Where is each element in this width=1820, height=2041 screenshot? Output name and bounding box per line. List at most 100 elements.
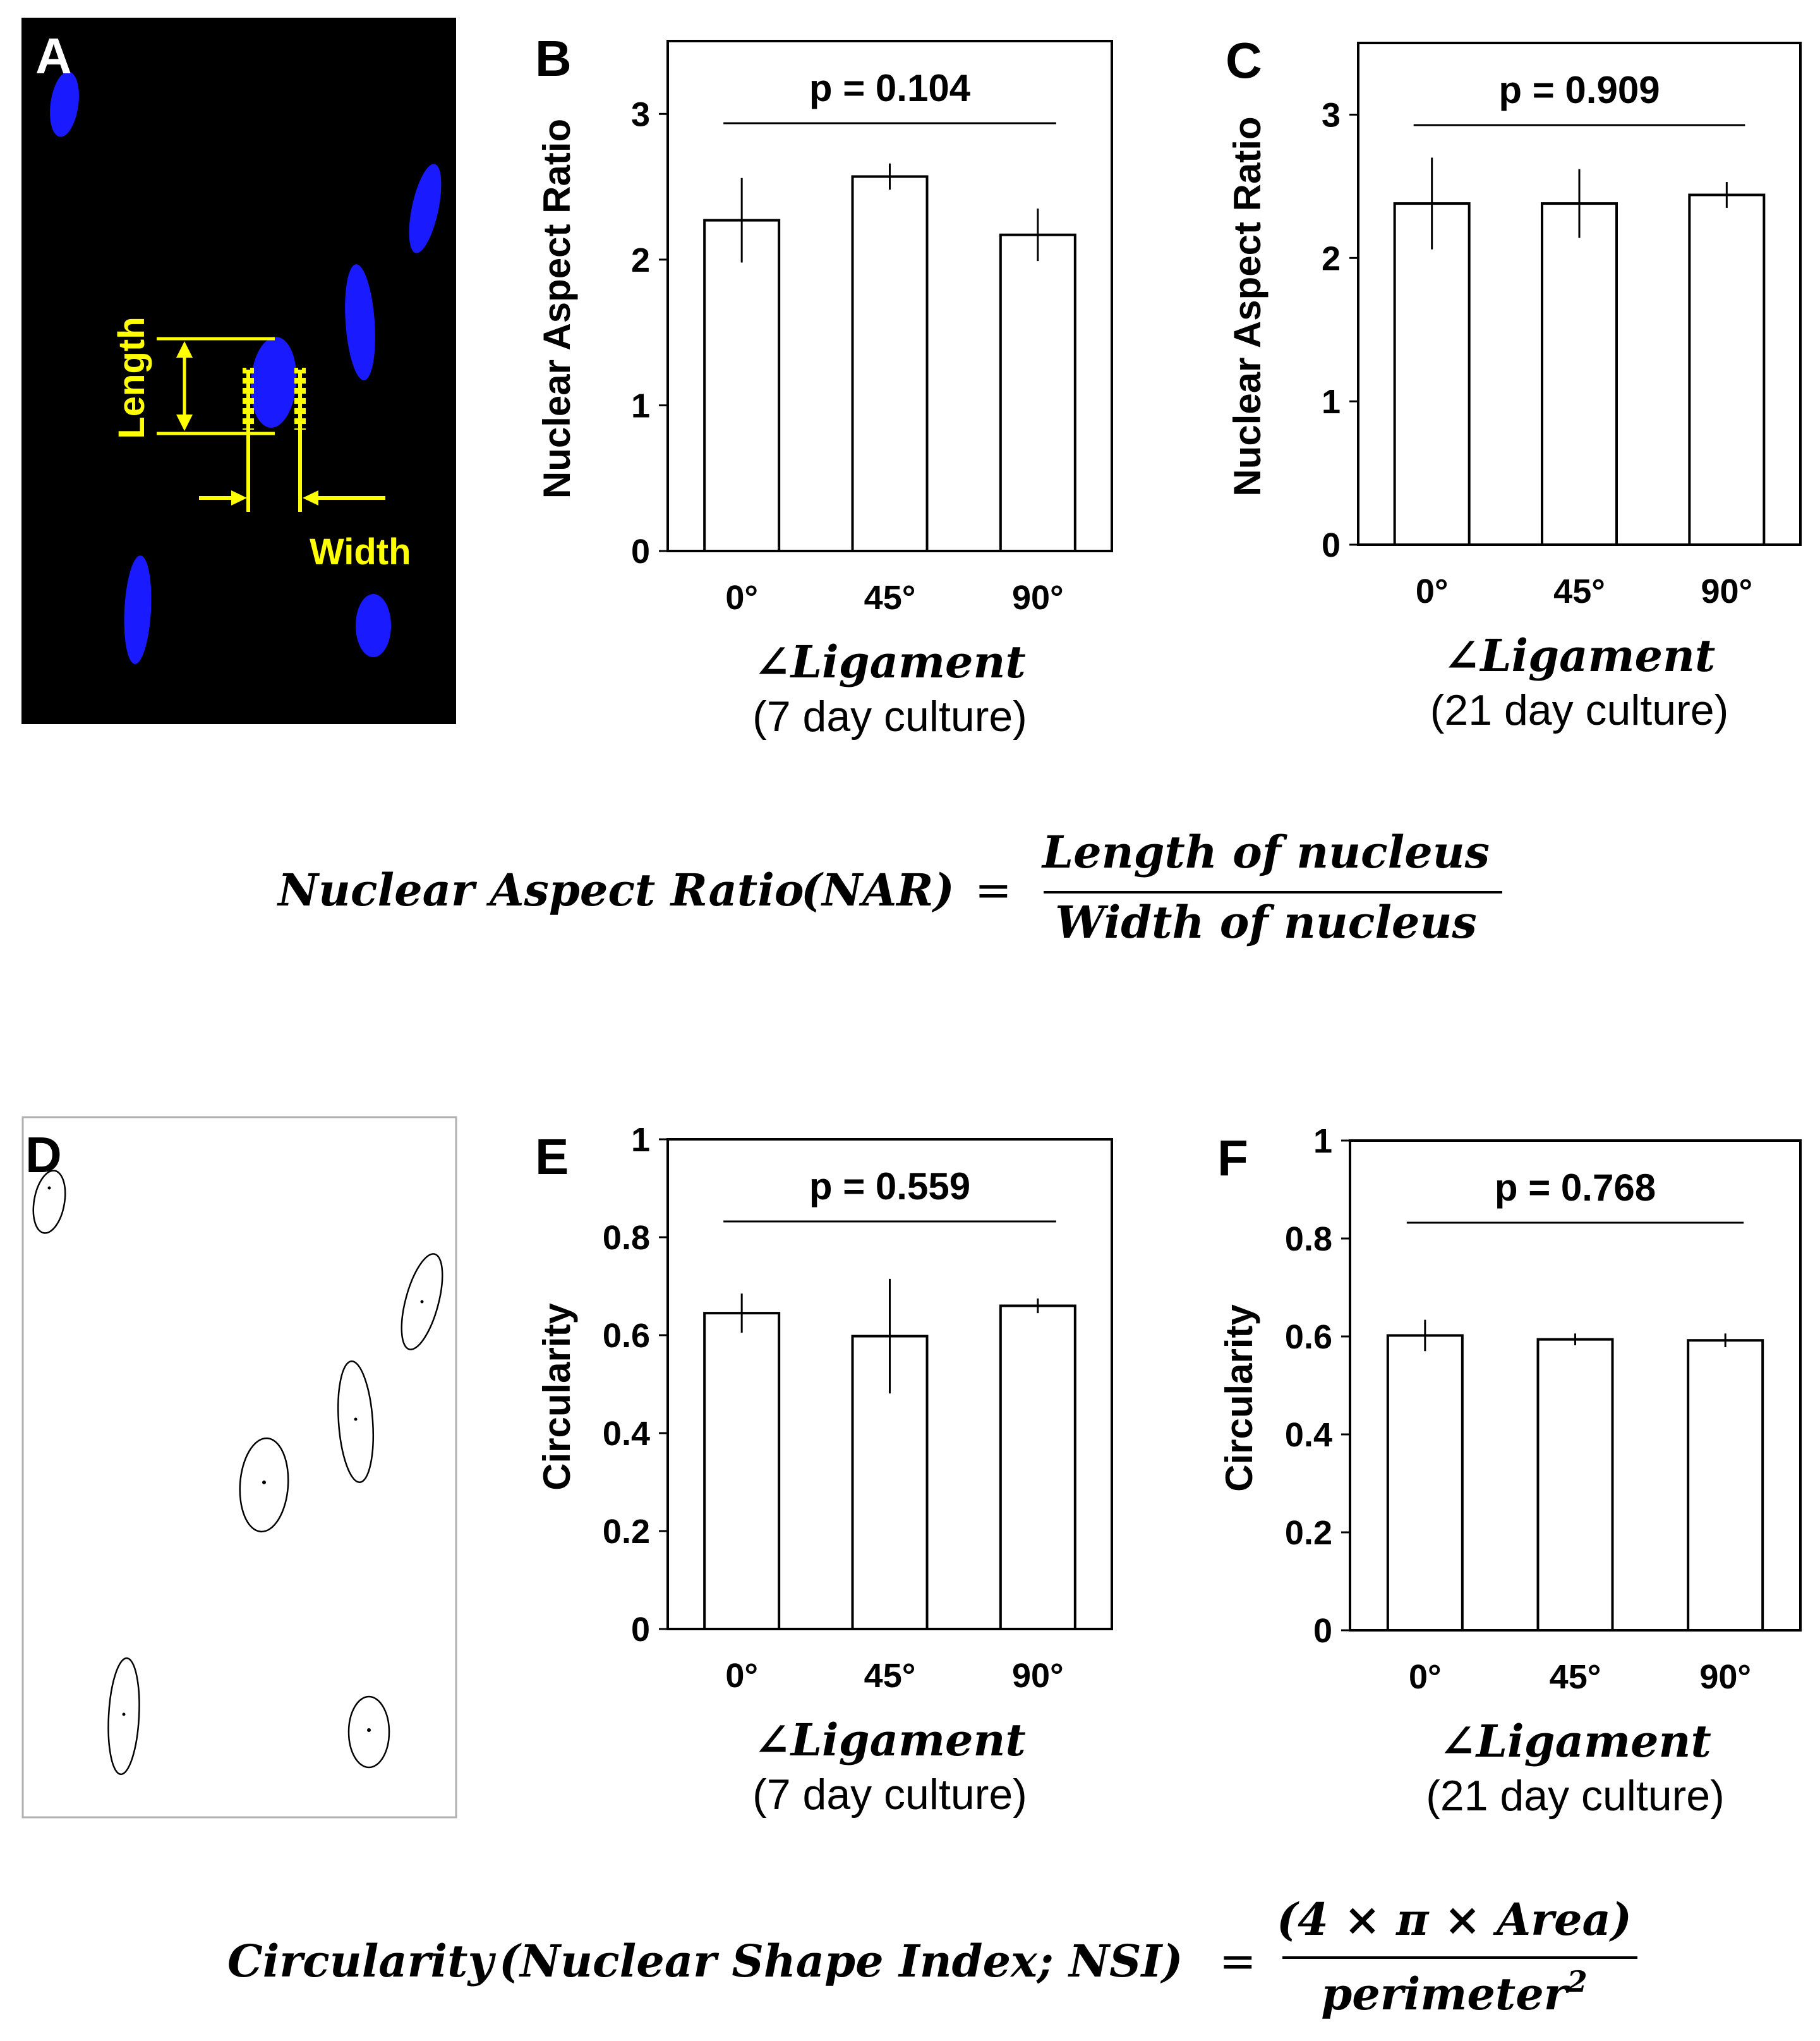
nar-denominator: Width of nucleus — [1055, 896, 1477, 948]
panel-d-image: D — [21, 1116, 457, 1819]
nucleus — [356, 594, 391, 657]
nsi-denominator-base: perimeter — [1321, 1968, 1570, 2020]
bar-90deg — [1687, 1339, 1764, 1632]
bar-45deg — [851, 1335, 929, 1631]
y-tick-label: 0.4 — [1285, 1416, 1332, 1454]
y-tick-label: 0.8 — [603, 1219, 650, 1257]
nsi-numerator: (4 × π × Area) — [1277, 1893, 1632, 1946]
bar-90deg — [999, 1304, 1076, 1630]
nsi-paren: (Nuclear Shape Index; NSI) — [499, 1935, 1183, 1987]
p-value-label: p = 0.909 — [1498, 69, 1660, 111]
y-tick-label: 0 — [1322, 526, 1341, 564]
p-value-label: p = 0.559 — [809, 1165, 970, 1208]
x-tick-label: 45° — [1550, 1658, 1601, 1696]
panel-letter-e: E — [535, 1129, 569, 1185]
width-label: Width — [310, 531, 411, 572]
x-tick-label: 90° — [1012, 579, 1064, 617]
nucleus-outline — [107, 1657, 140, 1776]
nar-abbr: (NAR) — [801, 864, 955, 916]
length-label: Length — [111, 317, 152, 439]
y-tick-label: 0 — [631, 1611, 650, 1649]
y-tick-label: 0.4 — [603, 1415, 650, 1453]
y-tick-label: 1 — [631, 387, 650, 425]
nuclei-centroids — [47, 1186, 424, 1732]
x-axis-label: ∠Ligament — [1439, 1715, 1711, 1767]
y-tick-label: 0.6 — [603, 1317, 650, 1355]
x-axis-label: ∠Ligament — [1443, 629, 1716, 682]
y-tick-label: 0.2 — [1285, 1514, 1332, 1552]
fluorescence-background — [21, 18, 456, 724]
x-tick-label: 90° — [1701, 572, 1752, 610]
nsi-formula: Circularity (Nuclear Shape Index; NSI) =… — [227, 1893, 1637, 2020]
bar-90deg — [999, 233, 1076, 552]
chart-panel-e: 0 0.2 0.4 0.6 0.8 1 0° 45° 90° p = 0.559 Circulari… — [535, 1121, 1113, 1819]
x-tick-label: 90° — [1012, 1657, 1064, 1695]
nsi-lhs: Circularity — [227, 1935, 496, 1987]
nucleus-outline — [347, 1695, 390, 1769]
y-tick-label: 2 — [631, 241, 650, 279]
y-tick-label: 1 — [1313, 1122, 1332, 1160]
x-tick-label: 90° — [1699, 1658, 1751, 1696]
width-annotation — [199, 368, 385, 512]
y-tick-label: 3 — [1322, 96, 1341, 134]
y-tick-label: 2 — [1322, 239, 1341, 277]
x-tick-label: 0° — [725, 579, 758, 617]
x-tick-label: 0° — [1409, 1658, 1442, 1696]
y-tick-label: 0 — [1313, 1612, 1332, 1650]
panel-letter-a: A — [35, 28, 72, 84]
chart-panel-f: 0 0.2 0.4 0.6 0.8 1 0° 45° 90° p = 0.768 Circulari… — [1217, 1122, 1802, 1820]
y-axis-label: Nuclear Aspect Ratio — [1226, 116, 1269, 496]
nucleus-outline — [401, 1253, 443, 1350]
bar-45deg — [1541, 202, 1618, 546]
nar-formula: Nuclear Aspect Ratio (NAR) = Length of n… — [277, 826, 1502, 948]
nucleus — [124, 555, 152, 664]
panel-a-image: Length Width A — [21, 18, 456, 724]
nucleus — [50, 71, 79, 137]
p-value-label: p = 0.768 — [1495, 1166, 1656, 1209]
nar-lhs: Nuclear Aspect Ratio — [277, 864, 804, 916]
nsi-denominator: perimeter2 — [1321, 1965, 1587, 2020]
y-tick-label: 0 — [631, 533, 650, 571]
x-tick-label: 45° — [864, 1657, 916, 1695]
nucleus — [409, 164, 442, 253]
nucleus — [345, 264, 375, 380]
nar-numerator: Length of nucleus — [1041, 826, 1490, 878]
bar-0deg — [1386, 1334, 1464, 1632]
chart-panel-b: 0 1 2 3 0° 45° 90° p = 0.104 Nuclear Aspect Rati… — [535, 30, 1113, 741]
nuclei-blue — [50, 71, 442, 664]
bar-0deg — [703, 219, 781, 552]
nsi-equals: = — [1219, 1935, 1257, 1987]
y-tick-label: 0.8 — [1285, 1220, 1332, 1258]
x-axis-label: ∠Ligament — [754, 1714, 1026, 1766]
x-axis-sublabel: (7 day culture) — [752, 693, 1027, 741]
y-tick-label: 0.6 — [1285, 1318, 1332, 1356]
nucleus-outline — [239, 1437, 289, 1533]
x-axis-sublabel: (21 day culture) — [1430, 686, 1728, 734]
nuclei-outlines — [32, 1170, 443, 1776]
outline-frame — [21, 1116, 457, 1819]
x-axis-sublabel: (21 day culture) — [1426, 1772, 1724, 1820]
nucleus-outline — [32, 1170, 66, 1234]
x-tick-label: 0° — [725, 1657, 758, 1695]
bar-90deg — [1688, 193, 1766, 546]
y-tick-label: 1 — [1322, 383, 1341, 421]
panel-letter-b: B — [535, 30, 572, 87]
length-annotation — [157, 337, 275, 435]
nucleus-outline — [337, 1360, 375, 1484]
p-value-label: p = 0.104 — [809, 67, 971, 109]
panel-letter-d: D — [25, 1127, 62, 1183]
y-tick-label: 0.2 — [603, 1513, 650, 1551]
panel-letter-f: F — [1217, 1130, 1248, 1186]
x-tick-label: 45° — [1553, 572, 1605, 610]
bar-0deg — [1393, 202, 1471, 546]
y-axis-label: Circularity — [536, 1302, 578, 1490]
x-axis-label: ∠Ligament — [754, 636, 1026, 688]
nucleus-measured — [250, 337, 297, 428]
y-axis-label: Nuclear Aspect Ratio — [536, 119, 578, 499]
nsi-denominator-exp: 2 — [1567, 1965, 1588, 1999]
x-tick-label: 0° — [1416, 572, 1449, 610]
bar-45deg — [1536, 1338, 1614, 1632]
nar-equals: = — [975, 864, 1012, 916]
chart-panel-c: 0 1 2 3 0° 45° 90° p = 0.909 Nuclear Aspect Rati… — [1226, 32, 1802, 734]
